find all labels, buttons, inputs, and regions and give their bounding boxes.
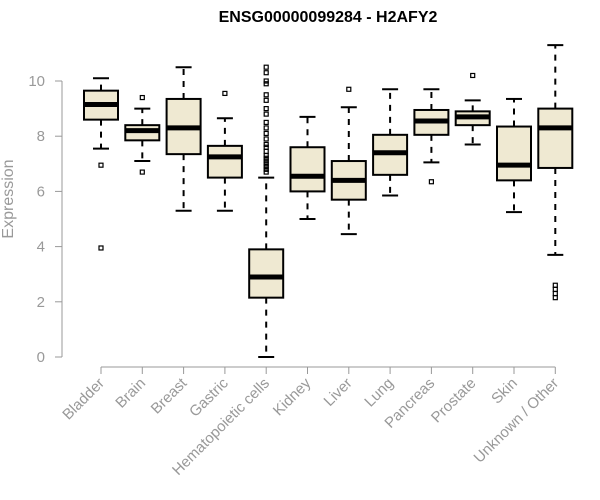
box-iqr [248,248,285,299]
outlier-point [263,152,269,159]
outlier-point [552,290,558,297]
outlier-point [263,105,269,112]
box-prostate [454,72,491,146]
box-skin [496,97,532,214]
box-liver [330,86,367,236]
outlier-point [98,245,104,251]
box-lung [372,88,409,197]
x-tick-label: Prostate [428,375,480,427]
outlier-point [98,162,104,168]
y-tick-label: 2 [37,294,45,311]
outlier-point [263,78,269,84]
outlier-point [552,295,558,301]
outlier-point [470,72,476,79]
box-hematopoietic-cells [248,64,285,358]
outlier-point [263,70,269,76]
outlier-point [263,125,269,131]
box-gastric [206,90,243,212]
y-axis-ticks: 0 2 4 6 8 10 [28,73,62,366]
outlier-point [139,169,145,175]
x-tick-label: Bladder [59,375,108,424]
box-iqr [206,144,243,179]
y-tick-label: 4 [37,239,45,256]
y-tick-label: 6 [37,183,45,200]
outlier-point [263,97,269,103]
outlier-point [263,81,269,87]
outlier-point [552,282,558,288]
box-kidney [289,115,326,220]
y-axis-label: Expression [0,159,17,238]
outlier-point [263,119,269,126]
outlier-point [263,163,269,170]
y-tick-label: 0 [37,349,45,366]
outlier-point [263,155,269,161]
box-breast [165,66,202,212]
outlier-point [263,111,269,117]
y-tick-label: 10 [28,73,45,90]
outlier-point [346,86,352,92]
outlier-point [222,90,228,97]
box-pancreas [413,88,450,185]
outlier-point [263,161,269,167]
y-tick-label: 8 [37,128,45,145]
box-iqr [289,146,326,193]
chart-title: ENSG00000099284 - H2AFY2 [219,9,438,26]
outlier-point [552,286,558,292]
boxes-group [83,44,574,358]
box-bladder [83,77,119,251]
box-brain [124,94,161,175]
x-tick-label: Skin [488,375,521,408]
outlier-point [263,130,269,137]
outlier-point [263,144,269,150]
box-iqr [537,107,574,169]
outlier-point [263,169,269,175]
outlier-point [263,136,269,142]
outlier-point [263,92,269,98]
x-tick-label: Kidney [270,374,315,419]
x-tick-label: Brain [112,375,149,412]
outlier-point [139,94,145,101]
outlier-point [263,158,269,164]
x-tick-label: Breast [148,374,191,417]
x-tick-label: Liver [321,375,356,410]
outlier-point [263,141,269,148]
outlier-point [428,179,434,185]
box-iqr [496,125,532,182]
outlier-point [263,166,269,172]
outlier-point [263,64,269,70]
x-tick-label: Lung [361,375,397,411]
box-unknown-other [537,44,574,301]
outlier-point [263,148,269,154]
